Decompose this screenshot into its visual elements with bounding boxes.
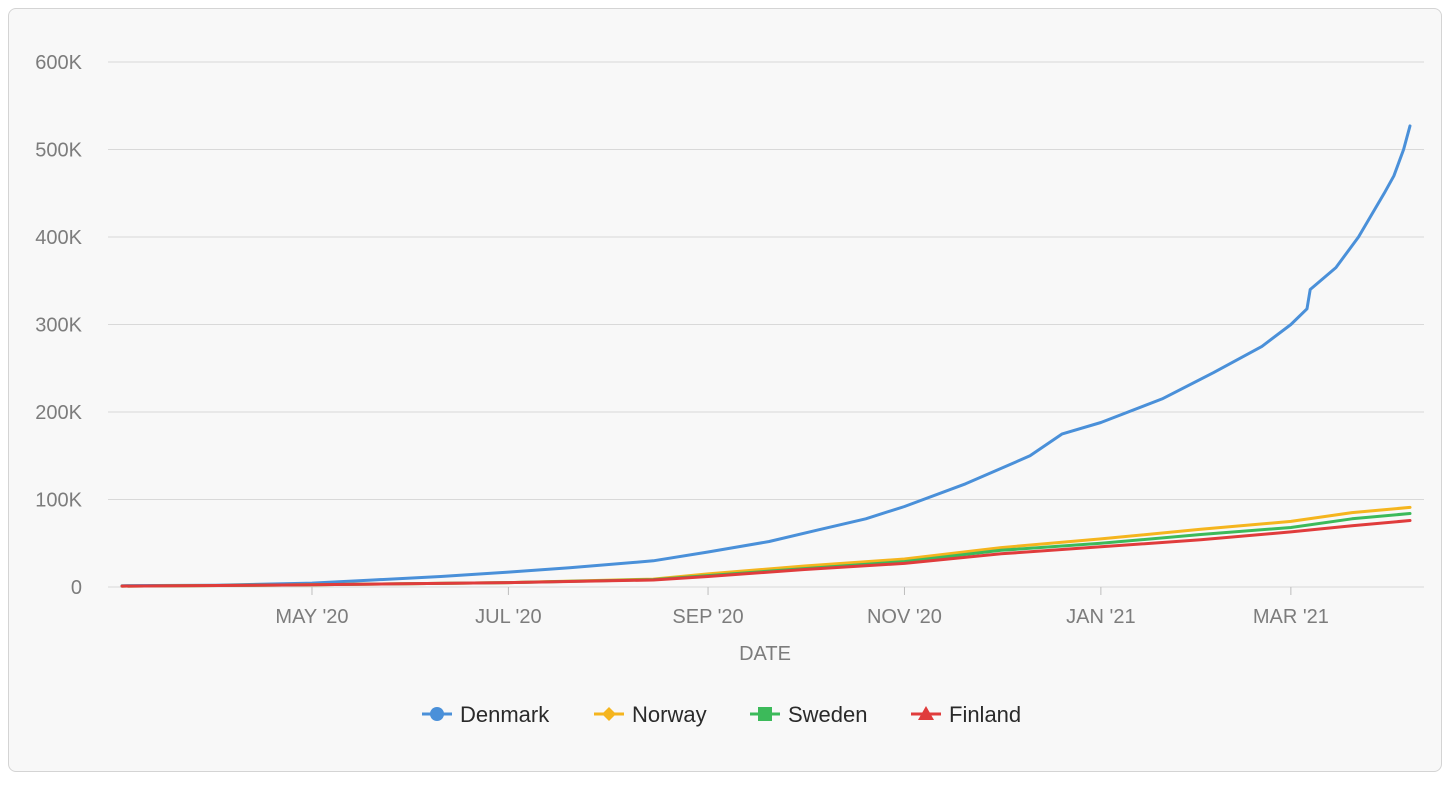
legend-label: Norway bbox=[632, 702, 707, 727]
y-tick-label: 400K bbox=[35, 227, 82, 249]
x-tick-label: JUL '20 bbox=[475, 606, 541, 628]
y-axis: 0 100K 200K 300K 400K 500K 600K bbox=[35, 52, 82, 599]
legend-marker bbox=[758, 707, 772, 721]
legend-marker bbox=[602, 707, 616, 721]
y-tick-label: 0 bbox=[71, 577, 82, 599]
x-tick-label: NOV '20 bbox=[867, 606, 942, 628]
series-line-denmark bbox=[120, 124, 1412, 588]
series-line-sweden bbox=[120, 512, 1412, 588]
y-tick-label: 200K bbox=[35, 402, 82, 424]
y-tick-label: 600K bbox=[35, 52, 82, 74]
legend-marker bbox=[918, 706, 934, 720]
x-tick-label: MAR '21 bbox=[1253, 606, 1329, 628]
legend-label: Denmark bbox=[460, 702, 550, 727]
legend-item-denmark: Denmark bbox=[422, 702, 550, 727]
y-tick-label: 300K bbox=[35, 315, 82, 337]
legend-label: Sweden bbox=[788, 702, 868, 727]
legend-item-sweden: Sweden bbox=[750, 702, 868, 727]
legend-marker bbox=[430, 707, 444, 721]
series-line-finland bbox=[120, 519, 1412, 588]
x-tick-label: SEP '20 bbox=[672, 606, 743, 628]
legend: Denmark Norway Sweden Finland bbox=[422, 702, 1021, 727]
legend-label: Finland bbox=[949, 702, 1021, 727]
x-tick-label: MAY '20 bbox=[275, 606, 348, 628]
x-axis-title: DATE bbox=[739, 643, 791, 665]
x-axis: MAY '20 JUL '20 SEP '20 NOV '20 JAN '21 MAR '… bbox=[275, 587, 1329, 628]
chart-card bbox=[8, 8, 1442, 772]
x-tick-label: JAN '21 bbox=[1066, 606, 1135, 628]
y-tick-label: 100K bbox=[35, 490, 82, 512]
y-tick-label: 500K bbox=[35, 140, 82, 162]
series-line-norway bbox=[120, 505, 1412, 588]
series-lines bbox=[120, 124, 1412, 588]
legend-item-norway: Norway bbox=[594, 702, 707, 727]
legend-item-finland: Finland bbox=[911, 702, 1021, 727]
grid-lines bbox=[108, 61, 1424, 588]
